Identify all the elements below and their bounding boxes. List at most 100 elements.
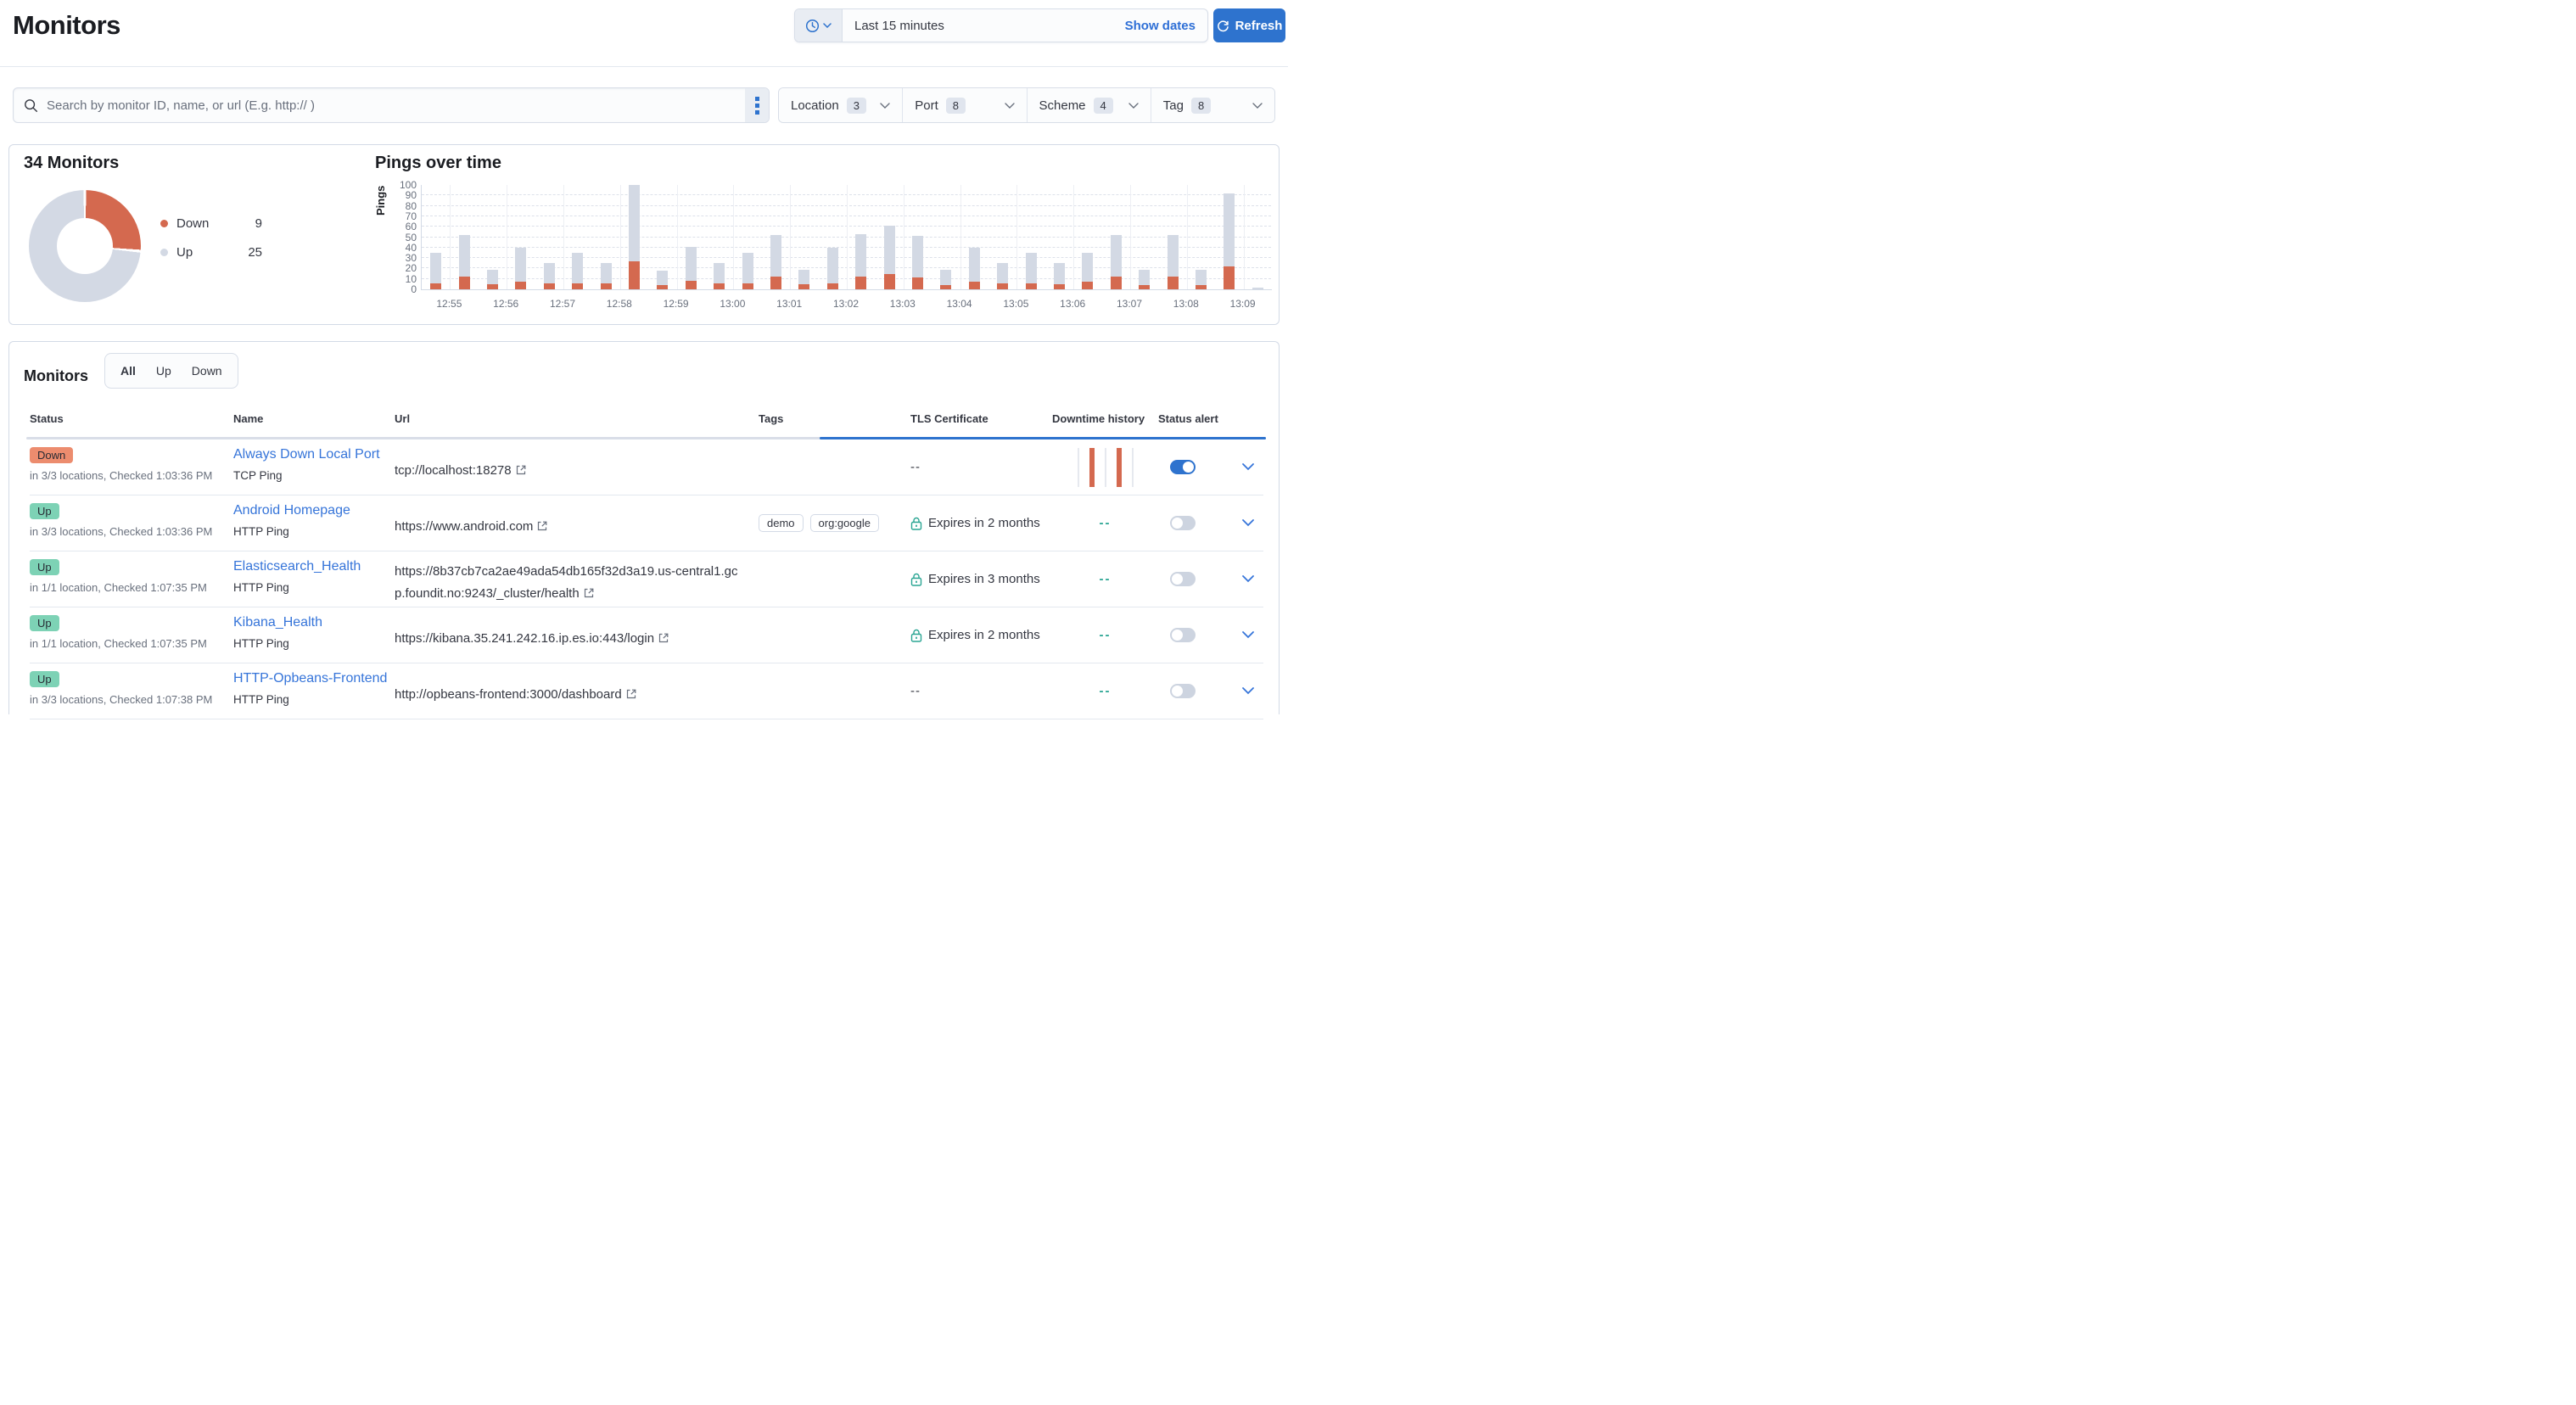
filter-dropdown[interactable]: Location 3: [779, 88, 903, 122]
chevron-down-icon: [1241, 686, 1255, 695]
filter-dropdown[interactable]: Port 8: [903, 88, 1027, 122]
monitors-status-donut-chart[interactable]: [29, 190, 141, 302]
tags-cell: [759, 439, 910, 495]
monitor-table-row: Up in 1/1 location, Checked 1:07:35 PM E…: [30, 551, 1263, 607]
x-axis-line: [421, 289, 1272, 290]
column-header-downtime-history[interactable]: Downtime history: [1052, 412, 1158, 425]
column-header-status[interactable]: Status: [30, 412, 233, 425]
ping-bar[interactable]: [969, 248, 980, 289]
column-header-tls-certificate[interactable]: TLS Certificate: [910, 412, 1052, 425]
ping-bar[interactable]: [629, 185, 640, 289]
x-tick-label: 13:03: [877, 298, 928, 310]
url-cell: https://www.android.com: [395, 495, 759, 551]
ping-bar[interactable]: [601, 263, 612, 289]
quick-select-button[interactable]: [795, 9, 843, 42]
ping-bar[interactable]: [515, 248, 526, 289]
status-tab-all[interactable]: All: [110, 354, 146, 388]
y-tick-label: 60: [391, 221, 417, 232]
status-alert-toggle[interactable]: [1170, 460, 1196, 474]
status-tab-up[interactable]: Up: [146, 354, 182, 388]
expand-row-button[interactable]: [1241, 629, 1255, 641]
ping-bar[interactable]: [657, 271, 668, 289]
monitor-name-link[interactable]: Elasticsearch_Health: [233, 559, 361, 574]
time-range-value[interactable]: Last 15 minutes: [843, 19, 1125, 33]
x-tick-label: 12:59: [651, 298, 702, 310]
ping-bar[interactable]: [1139, 270, 1150, 289]
filter-dropdown[interactable]: Tag 8: [1151, 88, 1274, 122]
monitor-url-link[interactable]: http://opbeans-frontend:3000/dashboard: [395, 687, 622, 702]
ping-bar[interactable]: [742, 253, 753, 289]
vertical-dots-icon: [755, 97, 759, 101]
tags-cell: [759, 551, 910, 607]
ping-bar[interactable]: [770, 235, 781, 289]
monitor-url-link[interactable]: https://www.android.com: [395, 519, 533, 534]
ping-bar[interactable]: [686, 247, 697, 289]
legend-item[interactable]: Down 9: [160, 216, 262, 231]
refresh-button-label: Refresh: [1235, 19, 1283, 33]
expand-row-button[interactable]: [1241, 517, 1255, 529]
status-alert-toggle[interactable]: [1170, 572, 1196, 586]
status-tab-down[interactable]: Down: [182, 354, 232, 388]
downtime-history-sparkline[interactable]: [1078, 448, 1134, 487]
ping-bar[interactable]: [544, 263, 555, 289]
monitor-name-link[interactable]: Android Homepage: [233, 503, 350, 518]
y-tick-label: 0: [391, 283, 417, 295]
status-cell: Down in 3/3 locations, Checked 1:03:36 P…: [30, 439, 233, 495]
search-input[interactable]: [38, 88, 745, 122]
ping-bar[interactable]: [798, 270, 809, 289]
ping-bar[interactable]: [1082, 253, 1093, 289]
ping-bar[interactable]: [912, 236, 923, 289]
status-alert-toggle[interactable]: [1170, 628, 1196, 642]
expand-row-button[interactable]: [1241, 685, 1255, 697]
monitor-url-link[interactable]: https://kibana.35.241.242.16.ip.es.io:44…: [395, 631, 654, 646]
ping-bar[interactable]: [1111, 235, 1122, 289]
column-header-name[interactable]: Name: [233, 412, 395, 425]
query-menu-button[interactable]: [745, 88, 769, 122]
status-alert-toggle[interactable]: [1170, 516, 1196, 530]
ping-bar[interactable]: [997, 263, 1008, 289]
tls-cell: Expires in 3 months: [910, 551, 1052, 607]
refresh-arrow-icon: [1217, 20, 1229, 32]
expand-row-button[interactable]: [1241, 461, 1255, 473]
ping-bar[interactable]: [459, 235, 470, 289]
ping-bar[interactable]: [884, 226, 895, 289]
column-header-status-alert[interactable]: Status alert: [1158, 412, 1241, 425]
ping-bar[interactable]: [855, 234, 866, 289]
expand-cell: [1241, 551, 1263, 607]
ping-bar[interactable]: [1026, 253, 1037, 289]
ping-bar[interactable]: [487, 270, 498, 289]
monitor-url-link[interactable]: tcp://localhost:18278: [395, 463, 512, 478]
ping-bar[interactable]: [1054, 263, 1065, 289]
page-title: Monitors: [13, 10, 120, 41]
ping-bar[interactable]: [572, 253, 583, 289]
tls-expiry-text: Expires in 2 months: [928, 628, 1040, 642]
ping-bar[interactable]: [1196, 270, 1207, 289]
legend-item[interactable]: Up 25: [160, 245, 262, 260]
filter-dropdown[interactable]: Scheme 4: [1028, 88, 1151, 122]
ping-bar[interactable]: [1224, 193, 1235, 289]
monitor-name-link[interactable]: Kibana_Health: [233, 615, 322, 630]
monitor-table-row: Up in 3/3 locations, Checked 1:03:36 PM …: [30, 495, 1263, 551]
status-alert-toggle[interactable]: [1170, 684, 1196, 698]
column-header-url[interactable]: Url: [395, 412, 759, 425]
ping-bar[interactable]: [827, 248, 838, 289]
ping-bar[interactable]: [714, 263, 725, 289]
expand-row-button[interactable]: [1241, 573, 1255, 585]
ping-bar[interactable]: [1168, 235, 1179, 289]
monitor-name-link[interactable]: Always Down Local Port: [233, 447, 380, 462]
tag-badge[interactable]: demo: [759, 514, 804, 532]
tag-badge[interactable]: org:google: [810, 514, 879, 532]
downtime-history-cell: --: [1052, 607, 1158, 663]
column-header-tags[interactable]: Tags: [759, 412, 910, 425]
checked-info: in 3/3 locations, Checked 1:03:36 PM: [30, 525, 233, 538]
refresh-button[interactable]: Refresh: [1213, 8, 1285, 42]
show-dates-button[interactable]: Show dates: [1125, 19, 1207, 33]
ping-bar[interactable]: [940, 270, 951, 289]
legend-label: Up: [176, 245, 248, 260]
pings-over-time-chart[interactable]: [421, 185, 1271, 289]
ping-bar[interactable]: [430, 253, 441, 289]
monitor-name-link[interactable]: HTTP-Opbeans-Frontend: [233, 671, 387, 686]
monitor-url-link[interactable]: https://8b37cb7ca2ae49ada54db165f32d3a19…: [395, 564, 738, 601]
y-tick-label: 20: [391, 262, 417, 274]
legend-value: 9: [255, 216, 262, 231]
